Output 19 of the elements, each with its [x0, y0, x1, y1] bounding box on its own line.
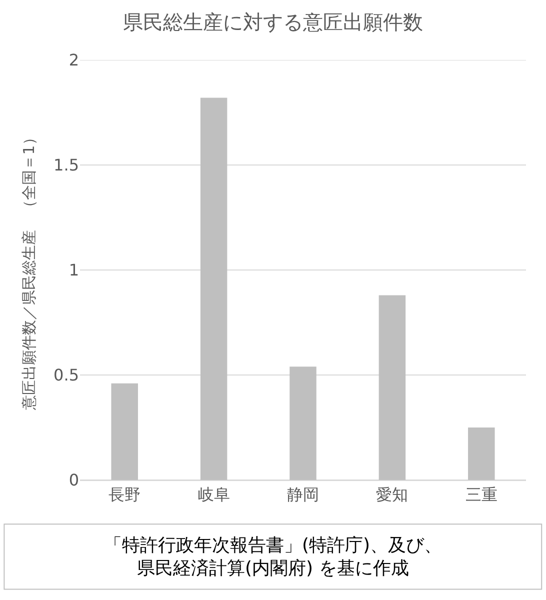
text: 「特許行政年次報告書」(特許庁)、及び、 — [104, 535, 442, 556]
bar — [290, 366, 316, 480]
x-tick-label: 静岡 — [287, 485, 319, 504]
x-tick-label: 三重 — [465, 485, 498, 504]
x-tick-label: 愛知 — [376, 485, 408, 504]
text: 県民経済計算(内閣府) を基に作成 — [137, 558, 409, 579]
chart-title: 県民総生産に対する意匠出願件数 — [123, 10, 423, 34]
x-tick-label: 長野 — [108, 485, 141, 504]
bar — [378, 295, 406, 480]
y-axis-title: 意匠出願件数／県民総生産 （全国＝1） — [20, 130, 38, 411]
bar — [111, 383, 138, 480]
bar — [468, 428, 495, 480]
x-tick-label: 岐阜 — [198, 485, 230, 504]
y-tick-label: 0.5 — [54, 366, 79, 385]
y-tick-label: 1.5 — [54, 156, 79, 175]
y-tick-label: 0 — [68, 470, 79, 490]
y-tick-label: 1 — [68, 260, 79, 280]
bar — [200, 98, 228, 480]
y-tick-label: 2 — [68, 50, 79, 70]
